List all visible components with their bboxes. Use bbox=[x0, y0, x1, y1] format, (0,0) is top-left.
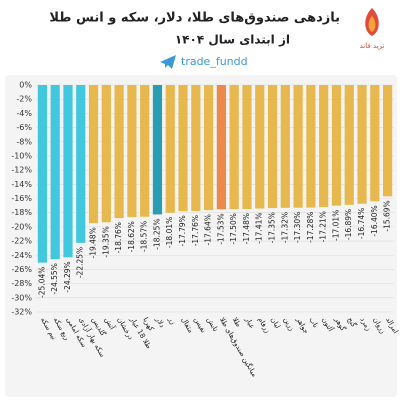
value-label: -18.01% bbox=[165, 217, 174, 248]
value-label: -16.74% bbox=[357, 208, 366, 239]
bar bbox=[357, 85, 367, 204]
value-label: -19.35% bbox=[101, 226, 110, 257]
y-tick-label: -16% bbox=[11, 194, 32, 203]
bar bbox=[88, 85, 99, 224]
value-label: -18.57% bbox=[140, 221, 149, 252]
value-label: -17.21% bbox=[319, 211, 328, 242]
value-label: -15.69% bbox=[383, 200, 392, 231]
bar bbox=[204, 85, 214, 211]
y-tick-label: -24% bbox=[11, 251, 32, 260]
y-tick-label: -6% bbox=[16, 123, 32, 132]
y-tick-label: -26% bbox=[11, 265, 32, 274]
bar bbox=[63, 85, 73, 258]
bar bbox=[127, 85, 137, 218]
bar bbox=[331, 85, 342, 206]
value-label: -17.79% bbox=[178, 215, 187, 246]
telegram-plane bbox=[160, 55, 176, 69]
logo-text: ترید فاند bbox=[360, 42, 385, 50]
bar bbox=[152, 85, 163, 215]
x-tick-label: زر bbox=[166, 315, 177, 326]
y-tick-label: -28% bbox=[11, 279, 32, 288]
bar bbox=[267, 85, 278, 209]
bar bbox=[344, 85, 354, 205]
bar bbox=[101, 85, 111, 223]
value-label: -17.35% bbox=[268, 212, 277, 243]
logo bbox=[365, 8, 379, 36]
chart-subtitle: از ابتدای سال ۱۴۰۴ bbox=[175, 33, 290, 47]
value-label: -17.76% bbox=[191, 215, 200, 246]
bar bbox=[229, 85, 239, 210]
y-tick-label: 0% bbox=[19, 81, 32, 90]
y-tick-label: -8% bbox=[16, 137, 32, 146]
bar bbox=[114, 85, 124, 219]
value-label: -16.89% bbox=[344, 209, 353, 240]
bar bbox=[306, 85, 316, 208]
y-tick-label: -4% bbox=[16, 109, 32, 118]
y-tick-label: -22% bbox=[11, 237, 32, 246]
bar bbox=[140, 85, 150, 217]
y-tick-label: -10% bbox=[11, 151, 32, 160]
value-label: -24.55% bbox=[50, 263, 59, 294]
bar bbox=[216, 85, 226, 210]
bar bbox=[76, 85, 86, 243]
value-label: -17.48% bbox=[242, 213, 251, 244]
value-label: -17.53% bbox=[216, 213, 225, 244]
value-label: -19.48% bbox=[89, 227, 98, 258]
y-tick-label: -2% bbox=[16, 95, 32, 104]
bar bbox=[280, 85, 290, 208]
value-label: -17.28% bbox=[306, 212, 315, 243]
y-tick-label: -14% bbox=[11, 180, 32, 189]
value-label: -17.41% bbox=[255, 213, 264, 244]
bar bbox=[165, 85, 175, 213]
bar bbox=[191, 85, 201, 211]
value-label: -17.50% bbox=[229, 213, 238, 244]
value-label: -18.25% bbox=[152, 218, 161, 249]
chart-title: بازدهی صندوق‌های طلا، دلار، سکه و انس طل… bbox=[49, 11, 340, 26]
value-label: -16.40% bbox=[370, 205, 379, 236]
value-label: -22.25% bbox=[76, 247, 85, 278]
value-label: -24.29% bbox=[63, 261, 72, 292]
telegram-icon bbox=[160, 55, 176, 69]
bar bbox=[37, 85, 47, 263]
value-label: -17.30% bbox=[293, 212, 302, 243]
bar bbox=[319, 85, 329, 208]
bar bbox=[242, 85, 252, 209]
bar bbox=[255, 85, 265, 209]
bar bbox=[370, 85, 380, 202]
y-tick-label: -20% bbox=[11, 222, 32, 231]
y-tick-label: -32% bbox=[11, 308, 32, 317]
y-tick-label: -12% bbox=[11, 166, 32, 175]
value-label: -18.76% bbox=[114, 222, 123, 253]
y-tick-label: -18% bbox=[11, 208, 32, 217]
bar bbox=[178, 85, 188, 212]
value-label: -18.62% bbox=[127, 221, 136, 252]
handle: trade_fundd bbox=[181, 55, 248, 68]
value-label: -25.04% bbox=[37, 267, 46, 298]
bar bbox=[293, 85, 303, 208]
bar bbox=[50, 85, 60, 260]
y-tick-label: -30% bbox=[11, 293, 32, 302]
logo-flame-inner bbox=[368, 16, 376, 32]
bar bbox=[383, 85, 393, 197]
value-label: -17.64% bbox=[204, 214, 213, 245]
value-label: -17.32% bbox=[280, 212, 289, 243]
value-label: -17.01% bbox=[331, 210, 340, 241]
